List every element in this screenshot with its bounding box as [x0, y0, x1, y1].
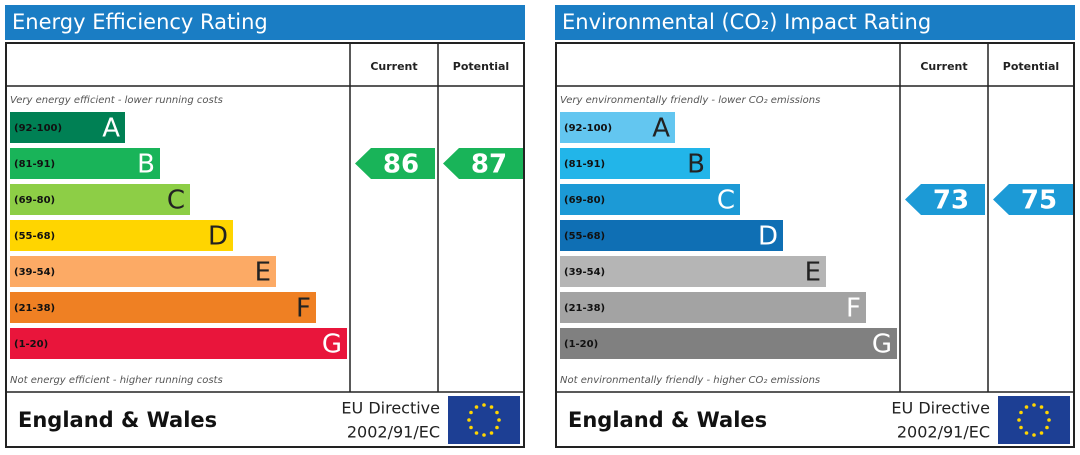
eu-star — [474, 405, 479, 409]
eu-star — [497, 418, 501, 422]
top-note: Very environmentally friendly - lower CO… — [560, 95, 820, 106]
rating-arrow — [355, 148, 435, 179]
eu-star — [495, 410, 499, 415]
band-letter: D — [208, 222, 228, 252]
band-range: (1-20) — [564, 339, 598, 350]
rating-arrow — [443, 148, 523, 179]
band-bar — [560, 112, 675, 143]
frame — [555, 42, 1075, 448]
band-range: (39-54) — [564, 267, 605, 278]
rating-value: 73 — [933, 186, 969, 216]
band-bar — [560, 148, 710, 179]
eu-star — [1032, 433, 1036, 437]
band-letter: C — [717, 186, 735, 216]
band-bar — [10, 292, 316, 323]
band-bar — [10, 256, 276, 287]
band-letter: B — [137, 150, 155, 180]
band-range: (55-68) — [14, 231, 55, 242]
eu-star — [1045, 410, 1049, 415]
footer-region: England & Wales — [18, 408, 217, 432]
column-header: Current — [370, 60, 417, 73]
band-letter: G — [322, 330, 342, 360]
top-note: Very energy efficient - lower running co… — [10, 95, 223, 106]
band-bar — [560, 184, 740, 215]
footer-directive-number: 2002/91/EC — [897, 423, 990, 442]
title-bar — [555, 5, 1075, 40]
eu-star — [1045, 425, 1049, 430]
column-header: Potential — [453, 60, 509, 73]
rating-value: 75 — [1021, 186, 1057, 216]
eu-star — [482, 433, 486, 437]
eu-star — [1039, 431, 1044, 435]
chart-title: Environmental (CO₂) Impact Rating — [562, 10, 931, 34]
footer-directive: EU Directive — [891, 399, 990, 418]
rating-value: 86 — [383, 150, 419, 180]
band-bar — [10, 148, 160, 179]
band-letter: A — [652, 114, 670, 144]
footer-region: England & Wales — [568, 408, 767, 432]
band-letter: C — [167, 186, 185, 216]
band-range: (21-38) — [14, 303, 55, 314]
band-letter: E — [255, 258, 271, 288]
band-range: (69-80) — [14, 195, 55, 206]
band-bar — [10, 220, 233, 251]
band-bar — [560, 292, 866, 323]
band-bar — [560, 220, 783, 251]
band-letter: F — [846, 294, 861, 324]
eu-star — [1017, 418, 1021, 422]
band-range: (92-100) — [564, 123, 612, 134]
eu-star — [1032, 403, 1036, 407]
band-range: (39-54) — [14, 267, 55, 278]
band-letter: F — [296, 294, 311, 324]
band-letter: A — [102, 114, 120, 144]
band-letter: D — [758, 222, 778, 252]
band-bar — [560, 328, 897, 359]
eu-star — [1019, 410, 1023, 415]
band-range: (92-100) — [14, 123, 62, 134]
eu-star — [482, 403, 486, 407]
eu-star — [489, 431, 494, 435]
eu-star — [1047, 418, 1051, 422]
bottom-note: Not environmentally friendly - higher CO… — [560, 375, 820, 386]
eu-star — [1024, 431, 1029, 435]
footer-directive: EU Directive — [341, 399, 440, 418]
bottom-note: Not energy efficient - higher running co… — [10, 375, 223, 386]
eu-star — [1039, 405, 1044, 409]
eu-star — [467, 418, 471, 422]
band-range: (81-91) — [564, 159, 605, 170]
title-bar — [5, 5, 525, 40]
band-letter: E — [805, 258, 821, 288]
eu-star — [495, 425, 499, 430]
band-range: (1-20) — [14, 339, 48, 350]
band-range: (81-91) — [14, 159, 55, 170]
rating-value: 87 — [471, 150, 507, 180]
eu-star — [489, 405, 494, 409]
column-header: Potential — [1003, 60, 1059, 73]
band-range: (55-68) — [564, 231, 605, 242]
rating-arrow — [993, 184, 1073, 215]
eu-star — [469, 425, 473, 430]
band-bar — [10, 184, 190, 215]
band-bar — [10, 328, 347, 359]
band-bar — [560, 256, 826, 287]
eu-star — [474, 431, 479, 435]
band-letter: B — [687, 150, 705, 180]
band-range: (21-38) — [564, 303, 605, 314]
band-range: (69-80) — [564, 195, 605, 206]
eu-star — [1024, 405, 1029, 409]
band-letter: G — [872, 330, 892, 360]
frame — [5, 42, 525, 448]
eu-star — [1019, 425, 1023, 430]
rating-arrow — [905, 184, 985, 215]
eu-star — [469, 410, 473, 415]
chart-title: Energy Efficiency Rating — [12, 10, 268, 34]
column-header: Current — [920, 60, 967, 73]
band-bar — [10, 112, 125, 143]
footer-directive-number: 2002/91/EC — [347, 423, 440, 442]
